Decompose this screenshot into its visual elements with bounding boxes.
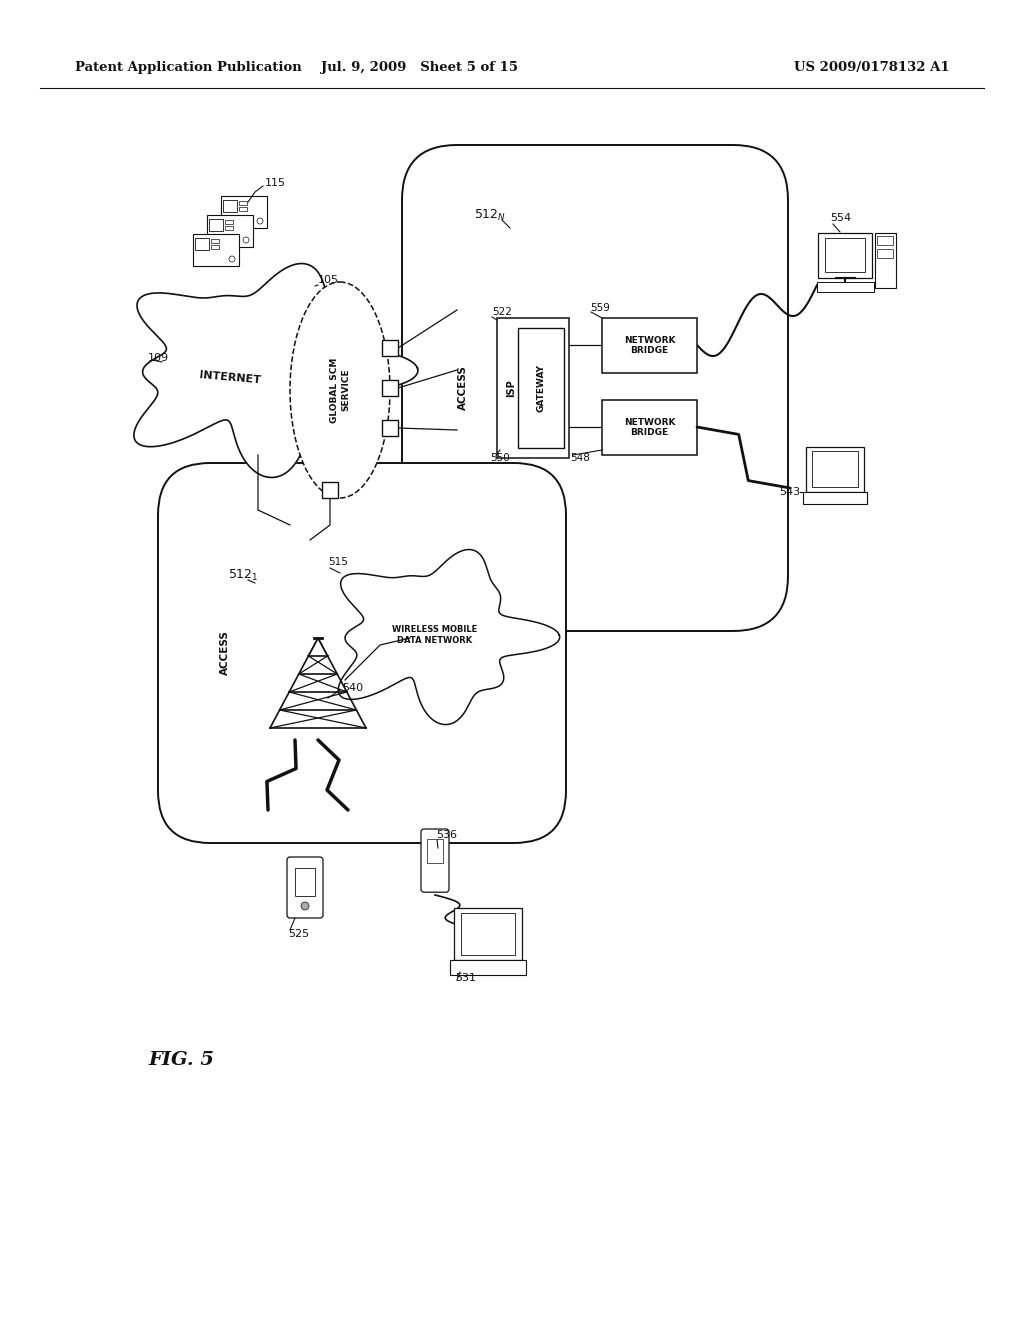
Bar bbox=[223, 201, 237, 213]
Bar bbox=[812, 451, 858, 487]
FancyBboxPatch shape bbox=[158, 463, 566, 843]
Bar bbox=[455, 908, 521, 960]
Bar bbox=[211, 246, 219, 249]
Text: 559: 559 bbox=[590, 304, 610, 313]
Text: ISP: ISP bbox=[506, 379, 516, 397]
Text: 109: 109 bbox=[148, 352, 169, 363]
Circle shape bbox=[301, 902, 309, 909]
Text: $512_N$: $512_N$ bbox=[474, 207, 506, 223]
Text: 550: 550 bbox=[490, 453, 510, 463]
Polygon shape bbox=[134, 264, 418, 478]
Text: FIG. 5: FIG. 5 bbox=[148, 1051, 214, 1069]
Bar bbox=[602, 400, 697, 455]
Bar bbox=[878, 249, 893, 259]
Text: Patent Application Publication: Patent Application Publication bbox=[75, 62, 302, 74]
Bar bbox=[825, 239, 865, 272]
Bar bbox=[806, 446, 864, 492]
Bar bbox=[207, 215, 253, 247]
Text: 105: 105 bbox=[318, 275, 339, 285]
Bar bbox=[451, 960, 525, 974]
Text: 540: 540 bbox=[342, 682, 364, 693]
Bar bbox=[195, 238, 209, 249]
Text: INTERNET: INTERNET bbox=[199, 371, 261, 385]
Bar bbox=[239, 207, 247, 211]
Polygon shape bbox=[338, 549, 560, 725]
Bar bbox=[193, 234, 239, 267]
Bar bbox=[818, 232, 871, 279]
Text: GLOBAL SCM
SERVICE: GLOBAL SCM SERVICE bbox=[330, 358, 350, 422]
Ellipse shape bbox=[290, 282, 390, 498]
Text: GATEWAY: GATEWAY bbox=[537, 364, 546, 412]
Bar bbox=[816, 282, 873, 292]
Text: 531: 531 bbox=[455, 973, 476, 983]
Bar bbox=[221, 195, 267, 228]
Text: 522: 522 bbox=[492, 308, 512, 317]
Text: 525: 525 bbox=[288, 929, 309, 939]
Bar bbox=[427, 838, 442, 863]
Bar bbox=[602, 318, 697, 374]
Bar bbox=[209, 219, 223, 231]
FancyBboxPatch shape bbox=[287, 857, 323, 917]
Text: 554: 554 bbox=[830, 213, 851, 223]
Bar bbox=[382, 341, 398, 356]
Bar bbox=[382, 420, 398, 436]
Bar bbox=[225, 226, 233, 230]
Text: NETWORK
BRIDGE: NETWORK BRIDGE bbox=[624, 418, 675, 437]
Text: ACCESS: ACCESS bbox=[220, 631, 230, 676]
Text: WIRELESS MOBILE
DATA NETWORK: WIRELESS MOBILE DATA NETWORK bbox=[392, 624, 477, 645]
Bar bbox=[382, 380, 398, 396]
Text: NETWORK
BRIDGE: NETWORK BRIDGE bbox=[624, 335, 675, 355]
Text: ACCESS: ACCESS bbox=[458, 366, 468, 411]
Bar bbox=[803, 492, 867, 504]
Bar bbox=[497, 318, 569, 458]
Text: 548: 548 bbox=[570, 453, 590, 463]
Text: US 2009/0178132 A1: US 2009/0178132 A1 bbox=[795, 62, 950, 74]
Text: 515: 515 bbox=[328, 557, 348, 568]
Bar bbox=[239, 201, 247, 205]
Bar bbox=[295, 869, 315, 896]
Text: Jul. 9, 2009   Sheet 5 of 15: Jul. 9, 2009 Sheet 5 of 15 bbox=[322, 62, 518, 74]
Bar bbox=[518, 327, 564, 447]
Bar bbox=[461, 913, 515, 954]
Text: $512_1$: $512_1$ bbox=[228, 568, 259, 582]
Text: 115: 115 bbox=[265, 178, 286, 187]
Bar bbox=[211, 239, 219, 243]
FancyBboxPatch shape bbox=[402, 145, 788, 631]
Bar bbox=[225, 220, 233, 224]
Bar bbox=[878, 235, 893, 246]
Bar bbox=[876, 232, 896, 288]
FancyBboxPatch shape bbox=[421, 829, 449, 892]
Text: 536: 536 bbox=[436, 830, 457, 840]
Text: 543: 543 bbox=[779, 487, 800, 498]
Bar bbox=[322, 482, 338, 498]
